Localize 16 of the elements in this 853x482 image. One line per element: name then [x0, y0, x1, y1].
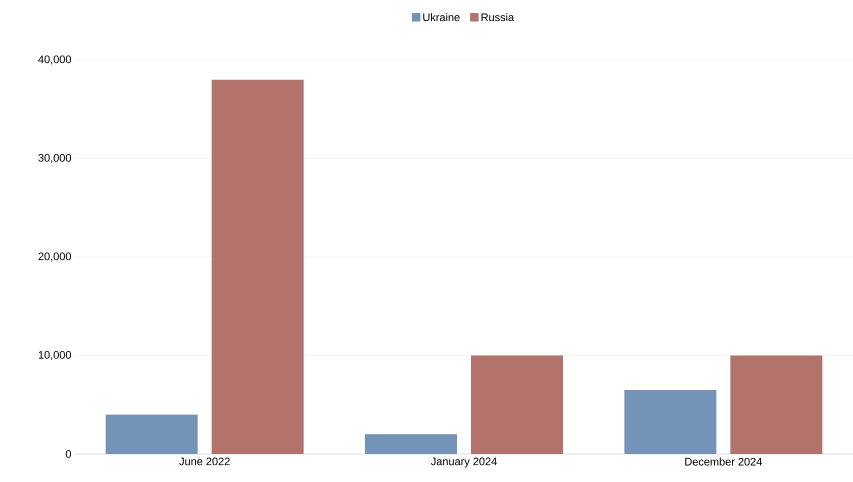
x-tick-label: June 2022 — [179, 458, 230, 466]
bar — [106, 414, 198, 454]
y-tick-label: 30,000 — [38, 154, 72, 164]
y-tick-label: 20,000 — [38, 252, 72, 262]
legend-label: Russia — [482, 13, 514, 22]
bar — [624, 390, 716, 454]
y-tick-label: 10,000 — [38, 350, 72, 360]
legend-label: Ukraine — [423, 13, 460, 22]
bar — [212, 80, 304, 454]
x-tick-label: December 2024 — [685, 458, 762, 466]
bar — [365, 434, 458, 454]
y-tick-label: 0 — [66, 450, 72, 458]
bar — [471, 356, 564, 454]
bar — [730, 356, 822, 454]
x-tick-label: January 2024 — [430, 458, 497, 468]
y-tick-label: 40,000 — [38, 55, 72, 65]
